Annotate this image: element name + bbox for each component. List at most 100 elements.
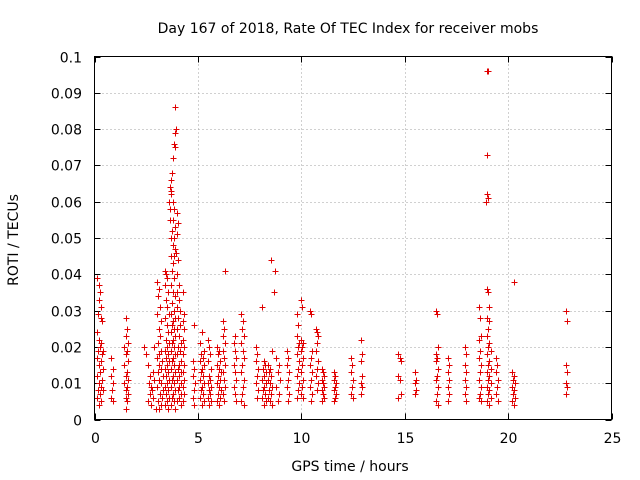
data-point	[563, 380, 570, 387]
data-point	[100, 366, 107, 373]
data-point	[285, 355, 292, 362]
data-point	[180, 351, 187, 358]
data-point	[150, 395, 157, 402]
data-point	[168, 402, 175, 409]
data-point	[155, 340, 162, 347]
data-point	[220, 318, 227, 325]
data-point	[486, 373, 493, 380]
data-point	[299, 344, 306, 351]
data-point	[96, 362, 103, 369]
data-point	[511, 279, 518, 286]
data-point	[168, 188, 175, 195]
data-point	[494, 384, 501, 391]
data-point	[267, 398, 274, 405]
data-point	[164, 362, 171, 369]
data-point	[96, 282, 103, 289]
data-point	[233, 355, 240, 362]
data-point	[164, 380, 171, 387]
data-point	[462, 377, 469, 384]
data-point	[156, 286, 163, 293]
data-point	[180, 337, 187, 344]
data-point	[238, 369, 245, 376]
data-point	[493, 369, 500, 376]
data-point	[315, 333, 322, 340]
data-point	[205, 337, 212, 344]
data-point	[174, 231, 181, 238]
data-point	[266, 387, 273, 394]
data-point	[232, 391, 239, 398]
data-point	[222, 384, 229, 391]
data-point	[320, 369, 327, 376]
data-point	[412, 391, 419, 398]
y-tick-label: 0.08	[51, 123, 82, 139]
x-tick-label: 25	[604, 431, 622, 447]
data-point	[222, 268, 229, 275]
data-point	[285, 398, 292, 405]
data-point	[170, 199, 177, 206]
data-point	[176, 297, 183, 304]
data-point	[221, 355, 228, 362]
data-point	[174, 326, 181, 333]
data-point	[220, 333, 227, 340]
data-point	[332, 384, 339, 391]
data-point	[300, 395, 307, 402]
data-point	[170, 355, 177, 362]
data-point	[197, 395, 204, 402]
data-point	[207, 351, 214, 358]
y-tick-label: 0	[73, 414, 82, 430]
data-point	[486, 387, 493, 394]
data-point	[171, 275, 178, 282]
data-point	[412, 380, 419, 387]
data-point	[433, 398, 440, 405]
data-point	[157, 304, 164, 311]
data-point	[511, 373, 518, 380]
data-point	[433, 351, 440, 358]
data-point	[314, 329, 321, 336]
data-point	[171, 380, 178, 387]
data-point	[308, 398, 315, 405]
data-point	[477, 369, 484, 376]
data-point	[162, 282, 169, 289]
y-tick-label: 0.02	[51, 341, 82, 357]
data-point	[320, 380, 327, 387]
data-point	[358, 337, 365, 344]
data-point	[478, 384, 485, 391]
data-point	[320, 391, 327, 398]
data-point	[175, 220, 182, 227]
x-tick-label: 10	[293, 431, 311, 447]
data-point	[94, 329, 101, 336]
plot-frame	[94, 56, 612, 420]
data-point	[397, 377, 404, 384]
data-point	[94, 395, 101, 402]
data-point	[190, 358, 197, 365]
y-tick-label: 0.03	[51, 305, 82, 321]
data-point	[97, 289, 104, 296]
data-point	[294, 333, 301, 340]
data-point	[200, 391, 207, 398]
data-point	[124, 348, 131, 355]
data-point	[299, 362, 306, 369]
data-point	[181, 344, 188, 351]
data-point	[98, 358, 105, 365]
data-point	[509, 398, 516, 405]
data-point	[162, 384, 169, 391]
data-point	[446, 391, 453, 398]
data-point	[172, 246, 179, 253]
data-point	[435, 366, 442, 373]
data-point	[232, 369, 239, 376]
data-point	[272, 268, 279, 275]
data-point	[445, 369, 452, 376]
data-point	[271, 289, 278, 296]
data-point	[100, 348, 107, 355]
data-point	[197, 358, 204, 365]
data-point	[155, 398, 162, 405]
data-point	[510, 391, 517, 398]
data-point	[222, 340, 229, 347]
data-point	[294, 373, 301, 380]
data-point	[181, 391, 188, 398]
data-point	[125, 358, 132, 365]
data-point	[215, 373, 222, 380]
data-point	[315, 358, 322, 365]
data-point	[201, 398, 208, 405]
data-point	[180, 369, 187, 376]
